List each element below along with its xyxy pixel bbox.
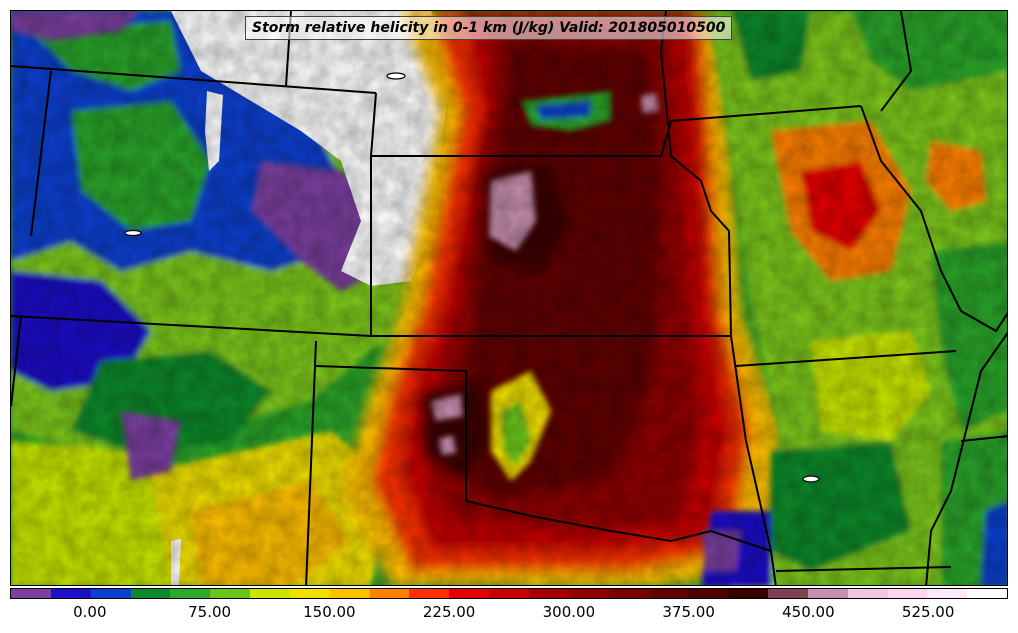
helicity-map (11, 11, 1007, 585)
colorbar-segment (449, 589, 490, 598)
colorbar-segment (688, 589, 729, 598)
colorbar-segment (369, 589, 410, 598)
colorbar-segment (289, 589, 330, 598)
colorbar-segment (768, 589, 808, 598)
colorbar-tick-label: 300.00 (542, 603, 596, 621)
colorbar-segment (210, 589, 251, 598)
map-title: Storm relative helicity in 0-1 km (J/kg)… (245, 16, 733, 40)
colorbar-segment (489, 589, 529, 598)
colorbar-segment (568, 589, 609, 598)
colorbar-tick-label: 375.00 (662, 603, 715, 621)
colorbar-tick-label: 150.00 (303, 603, 356, 621)
colorbar-segment (90, 589, 131, 598)
colorbar-segment (130, 589, 171, 598)
colorbar-segment (728, 589, 769, 598)
colorbar-ticks: 0.00 75.00 150.00 225.00 300.00 375.00 450.00 5… (10, 603, 1008, 625)
colorbar-tick-label: 525.00 (901, 603, 955, 621)
colorbar-tick-label: 0.00 (73, 603, 107, 621)
colorbar-segment (170, 589, 211, 598)
lake-outlines (124, 72, 820, 483)
colorbar-segment (50, 589, 91, 598)
colorbar-segment (329, 589, 370, 598)
colorbar-segment (11, 589, 51, 598)
colorbar (10, 588, 1008, 599)
colorbar-segment (608, 589, 649, 598)
colorbar-segment (648, 589, 689, 598)
colorbar-segment (528, 589, 569, 598)
colorbar-tick-label: 225.00 (422, 603, 476, 621)
state-boundaries (11, 11, 1007, 585)
colorbar-segment (250, 589, 290, 598)
colorbar-segment (807, 589, 848, 598)
map-frame (10, 10, 1008, 586)
colorbar-segment (847, 589, 888, 598)
colorbar-segment (409, 589, 450, 598)
colorbar-tick-label: 75.00 (188, 603, 232, 621)
colorbar-segment (927, 589, 968, 598)
colorbar-tick-label: 450.00 (782, 603, 835, 621)
colorbar-segment (887, 589, 928, 598)
colorbar-segment (967, 589, 1008, 598)
